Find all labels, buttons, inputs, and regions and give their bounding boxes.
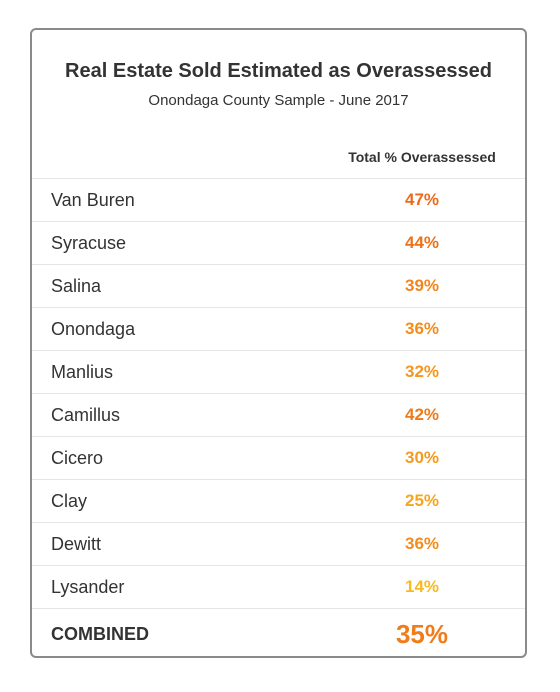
row-name: Camillus [51, 405, 121, 425]
row-name: Salina [51, 276, 102, 296]
table-row: Clay 25% [32, 479, 525, 522]
table-card: Real Estate Sold Estimated as Overassess… [30, 28, 527, 658]
row-name: Onondaga [51, 319, 136, 339]
row-name: Cicero [51, 448, 104, 468]
row-name: Dewitt [51, 534, 102, 554]
table-row: Onondaga 36% [32, 307, 525, 350]
row-name: Manlius [51, 362, 114, 382]
table-body: Van Buren 47% Syracuse 44% Salina 39% Onondaga… [32, 178, 525, 608]
row-value: 36% [404, 319, 440, 338]
combined-label: COMBINED [51, 624, 149, 644]
table-row: Van Buren 47% [32, 178, 525, 221]
row-value: 39% [404, 276, 440, 295]
row-value: 36% [404, 534, 440, 553]
row-name: Lysander [51, 577, 125, 597]
table-row: Dewitt 36% [32, 522, 525, 565]
row-value: 30% [404, 448, 440, 467]
row-value: 42% [404, 405, 440, 424]
table-row: Cicero 30% [32, 436, 525, 479]
row-value: 25% [404, 491, 440, 510]
column-header: Total % Overassessed [348, 149, 496, 165]
chart-subtitle: Onondaga County Sample - June 2017 [148, 92, 409, 109]
table-row: Syracuse 44% [32, 221, 525, 264]
row-value: 32% [404, 362, 440, 381]
combined-row: COMBINED 35% [32, 608, 525, 660]
row-name: Van Buren [51, 190, 135, 210]
row-name: Syracuse [51, 233, 127, 253]
row-value: 14% [404, 577, 440, 596]
table-row: Lysander 14% [32, 565, 525, 608]
table-row: Manlius 32% [32, 350, 525, 393]
row-value: 44% [404, 233, 440, 252]
chart-title: Real Estate Sold Estimated as Overassess… [65, 60, 492, 82]
row-name: Clay [51, 491, 88, 511]
combined-value: 35% [395, 619, 449, 649]
table-row: Salina 39% [32, 264, 525, 307]
table-row: Camillus 42% [32, 393, 525, 436]
row-value: 47% [404, 190, 440, 209]
